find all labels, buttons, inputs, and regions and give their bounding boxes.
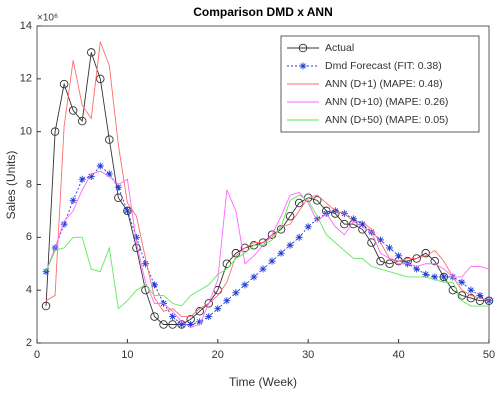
marker [285, 211, 295, 221]
marker [87, 173, 95, 181]
x-tick-label: 40 [392, 349, 404, 361]
marker [312, 196, 322, 205]
x-tick-label: 20 [212, 349, 224, 361]
marker [222, 259, 232, 269]
marker [204, 299, 214, 308]
marker [141, 260, 149, 268]
marker [78, 175, 86, 183]
marker [395, 252, 403, 260]
y-tick-label: 2 [26, 337, 32, 349]
marker [59, 79, 69, 89]
marker [484, 296, 494, 305]
marker [187, 321, 195, 329]
marker [304, 223, 312, 231]
marker [277, 249, 285, 257]
marker [268, 257, 276, 265]
marker [232, 289, 240, 297]
marker [41, 301, 51, 311]
marker [105, 135, 114, 144]
marker [431, 273, 439, 281]
marker [69, 196, 77, 204]
y-axis-label: Sales (Units) [4, 151, 18, 220]
marker [295, 233, 303, 241]
marker [386, 244, 394, 252]
marker [259, 265, 267, 273]
series-line [45, 170, 490, 328]
series-line [45, 194, 489, 310]
marker [422, 270, 430, 278]
y-tick-label: 14 [20, 20, 32, 32]
marker [132, 233, 140, 241]
marker [105, 170, 113, 178]
marker [178, 321, 186, 329]
legend-label: Dmd Forecast (FIT: 0.38) [325, 60, 442, 72]
marker [457, 291, 467, 300]
marker [376, 256, 385, 266]
marker [377, 236, 385, 244]
marker [241, 281, 249, 289]
legend-label: ANN (D+50) (MAPE: 0.05) [325, 114, 448, 126]
legend-label: Actual [325, 42, 354, 54]
marker [50, 127, 60, 136]
marker [240, 243, 250, 253]
marker [467, 286, 475, 294]
marker [340, 219, 349, 229]
legend-label: ANN (D+1) (MAPE: 0.48) [325, 78, 443, 90]
y-tick-label: 4 [26, 284, 32, 296]
y-exponent: ×10⁶ [37, 13, 58, 24]
marker [123, 206, 132, 216]
legend: Actual Dmd Forecast (FIT: 0.38) ANN (D+1) … [280, 35, 480, 133]
marker [159, 320, 168, 329]
marker [196, 318, 204, 326]
marker [299, 62, 307, 70]
marker [430, 256, 440, 266]
marker [358, 220, 366, 228]
marker [68, 106, 78, 115]
marker [60, 220, 68, 228]
marker [150, 312, 159, 321]
x-tick-label: 10 [121, 349, 133, 361]
x-tick-label: 0 [34, 349, 40, 361]
y-tick-label: 10 [20, 126, 32, 138]
marker [250, 273, 258, 281]
marker [286, 241, 294, 249]
marker [86, 48, 96, 57]
marker [313, 215, 321, 223]
x-axis-label: Time (Week) [229, 375, 297, 389]
y-tick-label: 8 [26, 178, 32, 190]
marker [223, 297, 231, 305]
x-tick-label: 30 [302, 349, 314, 361]
marker [440, 273, 448, 281]
chart-title: Comparison DMD x ANN [193, 5, 333, 19]
marker [349, 215, 357, 223]
marker [96, 74, 105, 84]
marker [214, 305, 222, 313]
marker [168, 320, 177, 329]
x-tick-label: 50 [483, 349, 495, 361]
marker [205, 313, 213, 321]
marker [298, 43, 308, 53]
marker [77, 116, 87, 126]
marker [195, 307, 204, 316]
marker [413, 265, 421, 273]
marker [151, 281, 159, 289]
marker [367, 238, 376, 247]
marker [294, 198, 304, 208]
y-tick-label: 12 [20, 73, 32, 85]
y-tick-label: 6 [26, 231, 32, 243]
legend-label: ANN (D+10) (MAPE: 0.26) [325, 96, 448, 108]
marker [169, 313, 177, 321]
marker [466, 293, 476, 303]
marker [458, 278, 466, 286]
marker [96, 162, 104, 170]
marker [385, 259, 394, 269]
marker [476, 291, 484, 299]
marker [123, 207, 131, 215]
marker [114, 183, 122, 191]
